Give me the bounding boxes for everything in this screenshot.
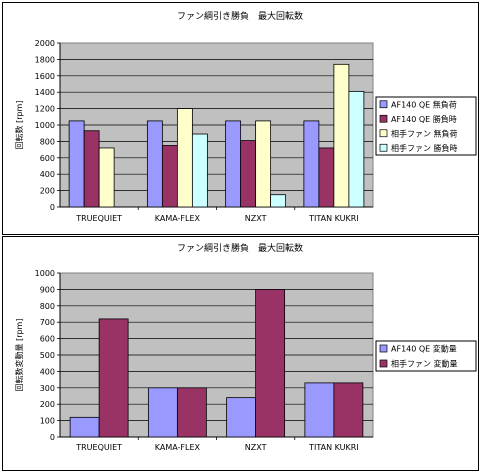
bar [191, 133, 208, 208]
bar [146, 120, 163, 208]
bar [333, 382, 364, 438]
x-tick-label: TRUEQUIET [75, 443, 122, 452]
x-tick-label: TRUEQUIET [75, 214, 122, 223]
x-tick-label: NZXT [245, 214, 267, 223]
y-tick-label: 200 [40, 187, 55, 196]
y-tick-label: 600 [40, 154, 55, 163]
legend-label: 相手ファン 無負荷 [391, 128, 458, 138]
bar [98, 147, 115, 208]
y-tick-label: 800 [40, 137, 55, 146]
x-tick-label: TITAN KUKRI [308, 443, 359, 452]
chart-2: ファン綱引き勝負 最大回転数 0 100 200 300 400 500 600 700 800 9… [14, 242, 477, 452]
legend-swatch [379, 344, 388, 353]
legend-label: AF140 QE 勝負時 [391, 114, 457, 124]
legend-swatch [379, 143, 388, 152]
legend-label: AF140 QE 無負荷 [391, 99, 457, 109]
x-tick-label: KAMA-FLEX [155, 443, 201, 452]
y-tick-label: 2000 [35, 39, 55, 48]
y-tick-label: 900 [40, 285, 55, 294]
bar [176, 387, 207, 438]
y-tick-label: 100 [40, 417, 55, 426]
x-tick-label: NZXT [245, 443, 267, 452]
bar [303, 120, 320, 208]
bar [176, 108, 193, 208]
legend-swatch [379, 114, 388, 123]
y-tick-label: 1000 [35, 121, 55, 130]
bar [83, 130, 100, 208]
y-tick-label: 500 [40, 351, 55, 360]
bar [98, 318, 129, 438]
y-tick-label: 1200 [35, 105, 55, 114]
legend-swatch [379, 359, 388, 368]
x-tick-label: TITAN KUKRI [308, 214, 359, 223]
bar [270, 194, 287, 208]
y-tick-label: 0 [50, 203, 55, 212]
bar [161, 145, 178, 208]
bar [333, 63, 350, 208]
bar [68, 120, 85, 208]
bar [147, 387, 178, 438]
bar [240, 140, 257, 208]
bar [255, 288, 286, 438]
bar [225, 120, 242, 208]
y-tick-label: 1800 [35, 55, 55, 64]
legend [375, 340, 477, 372]
chart-title: ファン綱引き勝負 最大回転数 [177, 10, 303, 22]
bar [255, 120, 272, 208]
legend-label: 相手ファン 勝負時 [391, 143, 458, 153]
y-tick-label: 200 [40, 400, 55, 409]
legend-swatch [379, 100, 388, 109]
bar [348, 90, 365, 208]
y-tick-label: 700 [40, 318, 55, 327]
legend-label: 相手ファン 変動量 [391, 359, 458, 369]
y-tick-label: 400 [40, 170, 55, 179]
x-tick-label: KAMA-FLEX [155, 214, 201, 223]
y-tick-label: 600 [40, 335, 55, 344]
y-tick-label: 0 [50, 433, 55, 442]
y-tick-label: 1000 [35, 269, 55, 278]
bar [318, 147, 335, 208]
legend [375, 96, 477, 156]
bar [226, 397, 257, 438]
chart-1: ファン綱引き勝負 最大回転数 0 200 400 600 800 1000 1200 1400 1… [14, 10, 477, 223]
y-tick-label: 1400 [35, 88, 55, 97]
y-tick-label: 1600 [35, 72, 55, 81]
y-axis-label: 回転数変動量 [rpm] [14, 319, 24, 392]
y-axis-label: 回転数 [rpm] [14, 101, 24, 150]
y-tick-label: 400 [40, 367, 55, 376]
bar [304, 382, 335, 438]
chart-title: ファン綱引き勝負 最大回転数 [177, 242, 303, 254]
legend-swatch [379, 129, 388, 138]
y-tick-label: 800 [40, 302, 55, 311]
y-tick-label: 300 [40, 384, 55, 393]
bar [69, 416, 100, 438]
legend-label: AF140 QE 変動量 [391, 344, 457, 354]
